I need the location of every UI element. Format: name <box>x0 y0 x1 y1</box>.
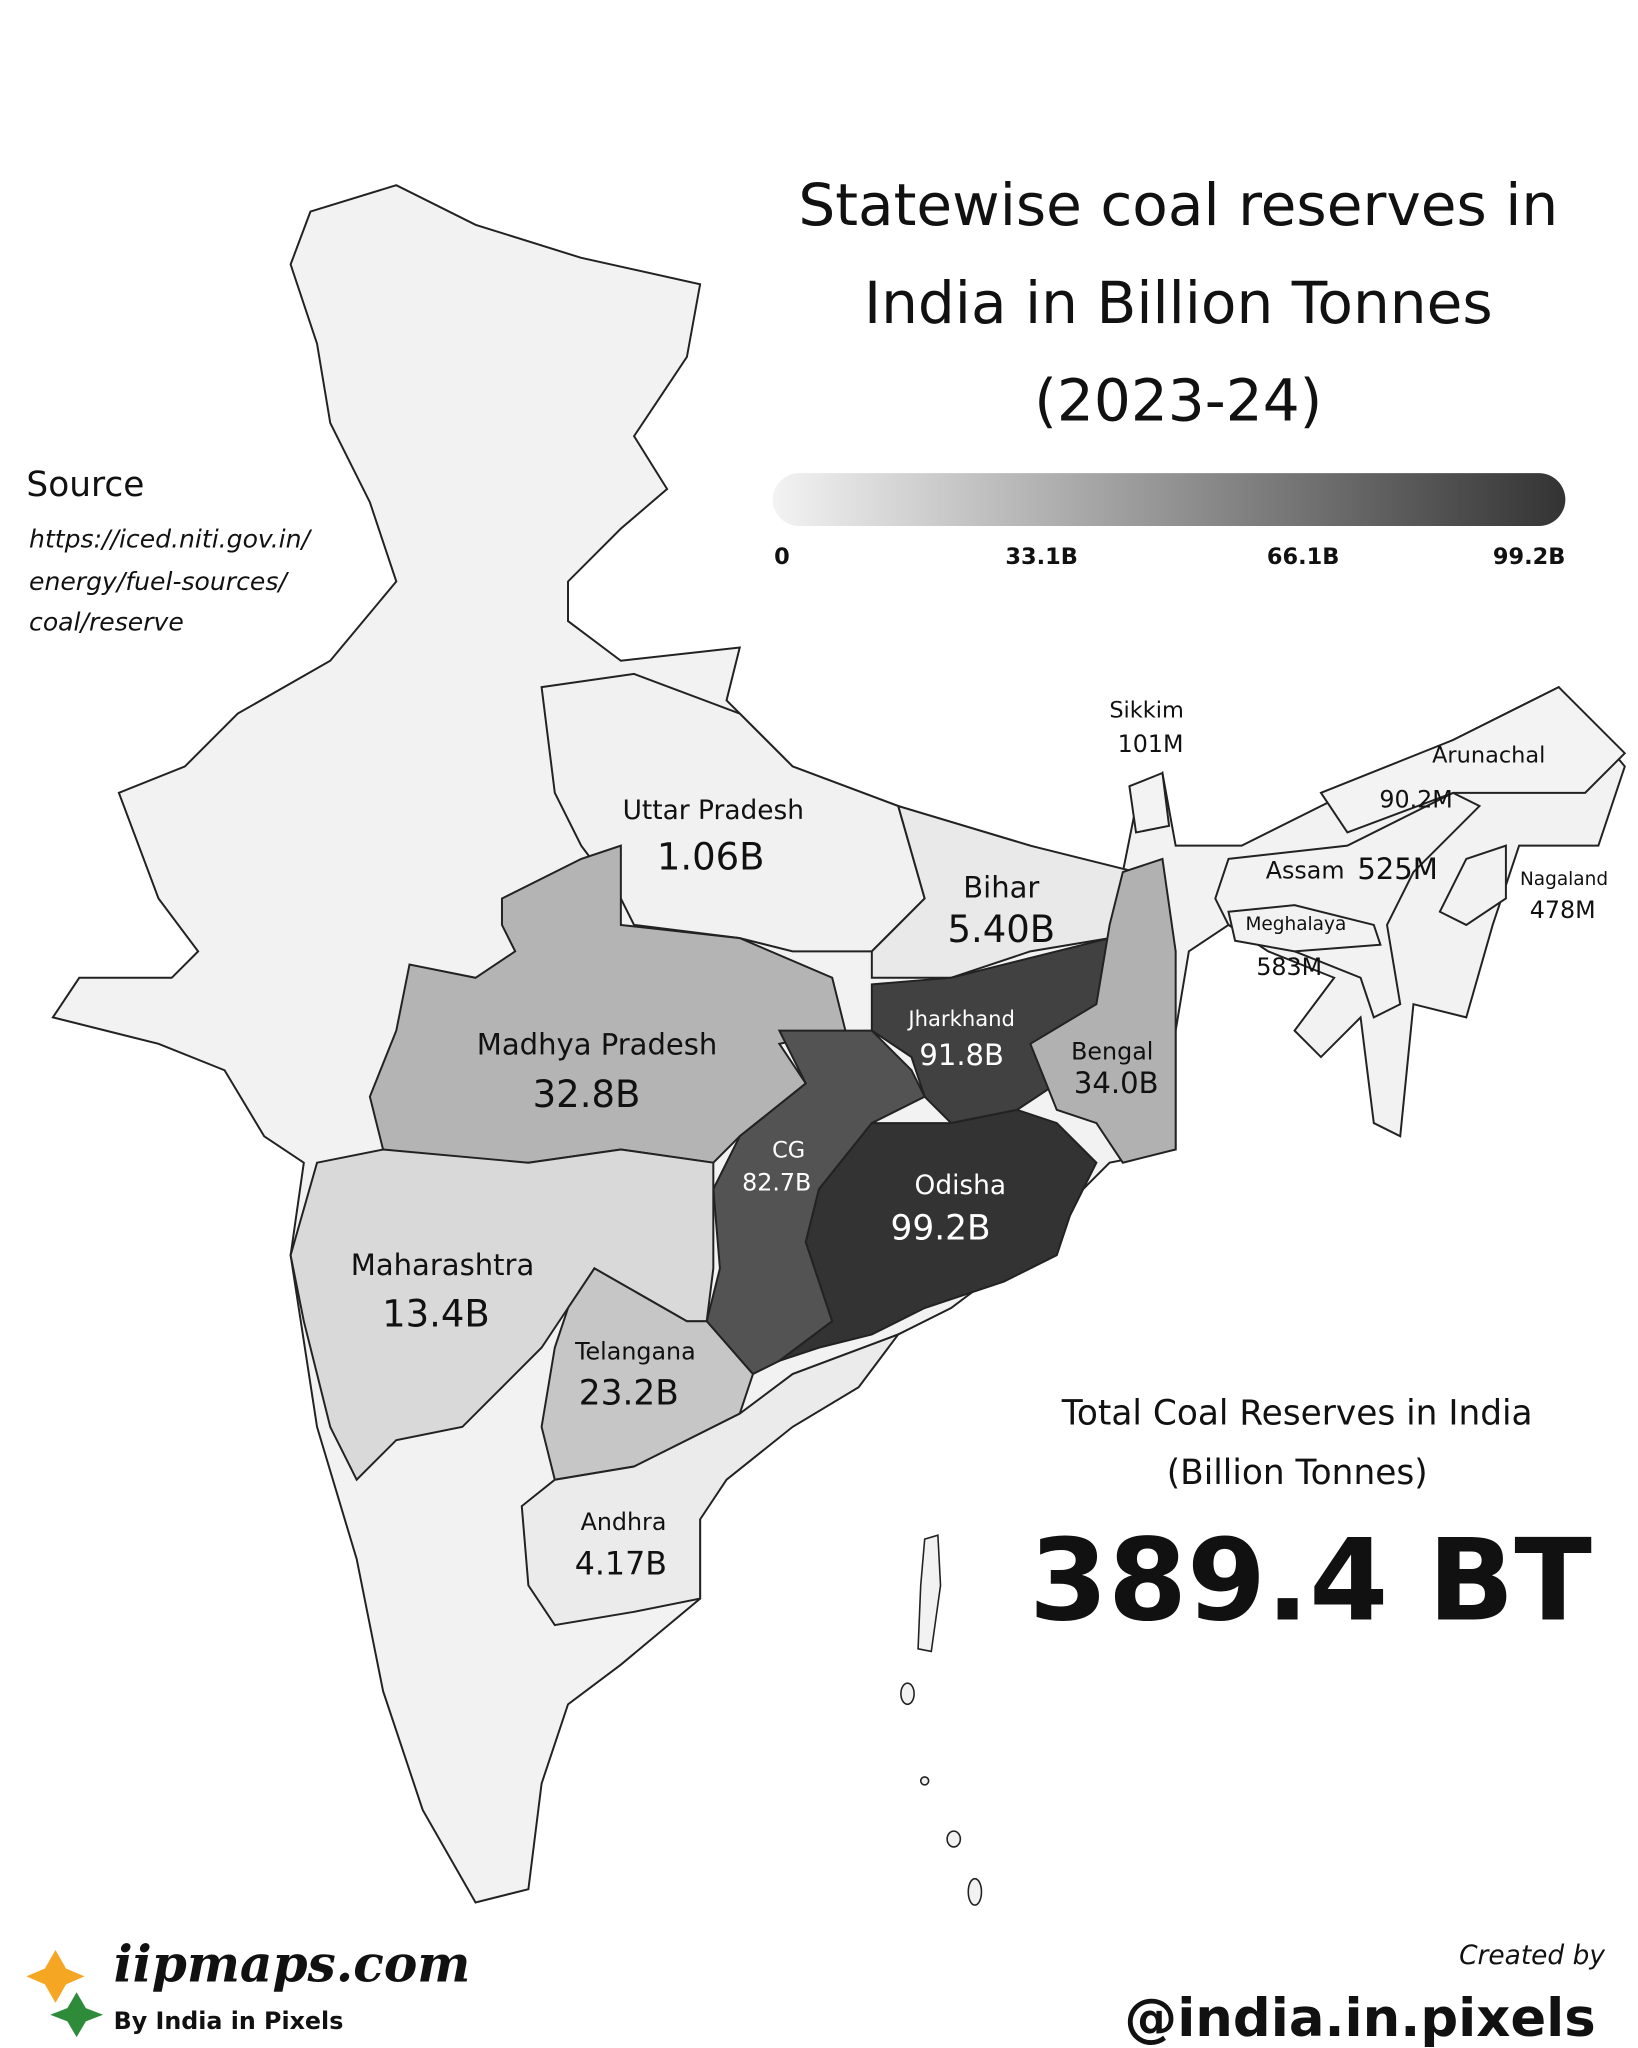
state-value: 5.40B <box>947 908 1055 951</box>
total-value: 389.4 BT <box>1029 1514 1592 1646</box>
source-line: coal/reserve <box>29 608 184 637</box>
state-value: 90.2M <box>1379 785 1452 813</box>
state-region <box>1438 844 1507 927</box>
islands <box>900 1534 983 1906</box>
title-line: (2023-24) <box>1034 367 1322 435</box>
state-value: 4.17B <box>575 1547 667 1583</box>
state-region <box>1128 771 1171 834</box>
state-region <box>520 1332 902 1627</box>
state-value: 478M <box>1530 896 1596 924</box>
legend-tick-label: 66.1B <box>1267 544 1339 570</box>
source-line: https://iced.niti.gov.in/ <box>29 525 312 554</box>
legend-tick-label: 99.2B <box>1493 544 1565 570</box>
state-value: 23.2B <box>579 1374 679 1414</box>
legend-tick-label: 33.1B <box>1005 544 1077 570</box>
state-name: Andhra <box>581 1508 667 1536</box>
state-name: Jharkhand <box>906 1006 1015 1031</box>
state-name: Assam <box>1266 857 1345 885</box>
legend-tick-label: 0 <box>774 544 790 570</box>
state-region <box>540 672 926 953</box>
state-region <box>1029 857 1177 1164</box>
state-region <box>289 1148 715 1482</box>
state-value: 99.2B <box>891 1209 991 1249</box>
state-value: 91.8B <box>919 1038 1004 1072</box>
states <box>289 672 1627 1627</box>
state-value: 32.8B <box>533 1073 641 1116</box>
state-value: 82.7B <box>742 1168 811 1196</box>
state-value: 1.06B <box>657 835 765 878</box>
state-value: 583M <box>1256 953 1322 981</box>
state-name: CG <box>772 1137 805 1163</box>
state-name: Bengal <box>1071 1038 1153 1066</box>
created-by: Created by <box>1459 1940 1605 1971</box>
state-region <box>1227 904 1382 953</box>
legend-ticks: 0 33.1B 66.1B 99.2B <box>774 528 1567 570</box>
total-heading: (Billion Tonnes) <box>1167 1453 1428 1493</box>
logo <box>26 1949 104 2038</box>
state-name: Nagaland <box>1520 869 1608 890</box>
handle: @india.in.pixels <box>1124 1988 1595 2048</box>
site: iipmaps.com <box>114 1934 471 1993</box>
labels: Uttar Pradesh 1.06B Madhya Pradesh 32.8B Bih… <box>351 697 1608 1582</box>
state-name: Arunachal <box>1432 742 1545 768</box>
title-line: Statewise coal reserves in <box>798 171 1558 239</box>
state-name: Bihar <box>963 870 1039 904</box>
state-region <box>778 1108 1098 1362</box>
state-region <box>1319 685 1627 834</box>
state-name: Maharashtra <box>351 1248 535 1282</box>
state-value: 101M <box>1118 730 1184 758</box>
state-region <box>870 804 1138 979</box>
state-name: Telangana <box>574 1337 696 1365</box>
byline: By India in Pixels <box>114 2007 344 2035</box>
state-value: 34.0B <box>1074 1066 1159 1100</box>
source-heading: Source <box>26 465 144 505</box>
state-name: Uttar Pradesh <box>623 795 804 826</box>
state-name: Meghalaya <box>1245 914 1346 935</box>
title-line: India in Billion Tonnes <box>864 269 1493 337</box>
state-value: 525M <box>1357 852 1438 886</box>
source-line: energy/fuel-sources/ <box>29 567 289 596</box>
total-heading: Total Coal Reserves in India <box>1061 1394 1533 1434</box>
state-value: 13.4B <box>382 1292 490 1335</box>
state-name: Madhya Pradesh <box>477 1027 718 1061</box>
state-name: Sikkim <box>1109 697 1184 723</box>
state-name: Odisha <box>915 1170 1007 1201</box>
legend-bar <box>772 473 1566 526</box>
